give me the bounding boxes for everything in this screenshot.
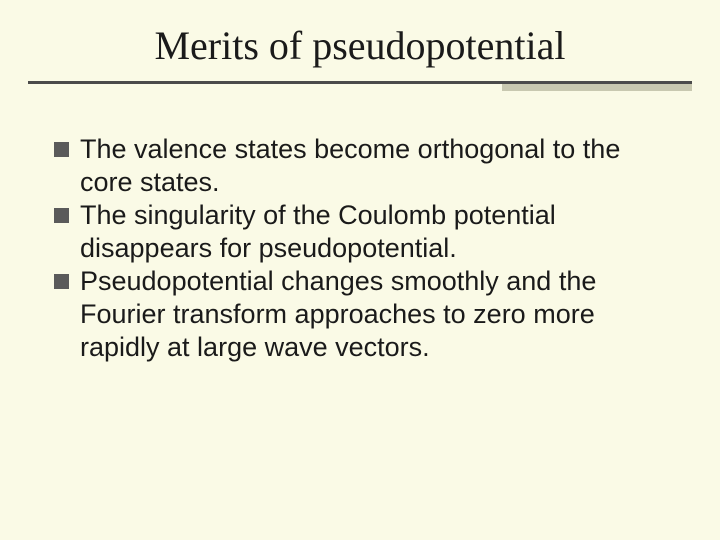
bullet-text: The valence states become orthogonal to … bbox=[80, 133, 672, 199]
slide-title: Merits of pseudopotential bbox=[0, 0, 720, 81]
list-item: The valence states become orthogonal to … bbox=[54, 133, 672, 199]
bullet-text: Pseudopotential changes smoothly and the… bbox=[80, 265, 672, 364]
title-underline bbox=[0, 81, 720, 91]
square-bullet-icon bbox=[54, 274, 69, 289]
square-bullet-icon bbox=[54, 142, 69, 157]
bullet-text: The singularity of the Coulomb potential… bbox=[80, 199, 672, 265]
square-bullet-icon bbox=[54, 208, 69, 223]
underline-shadow bbox=[502, 84, 692, 91]
list-item: The singularity of the Coulomb potential… bbox=[54, 199, 672, 265]
list-item: Pseudopotential changes smoothly and the… bbox=[54, 265, 672, 364]
bullet-list: The valence states become orthogonal to … bbox=[0, 133, 720, 364]
